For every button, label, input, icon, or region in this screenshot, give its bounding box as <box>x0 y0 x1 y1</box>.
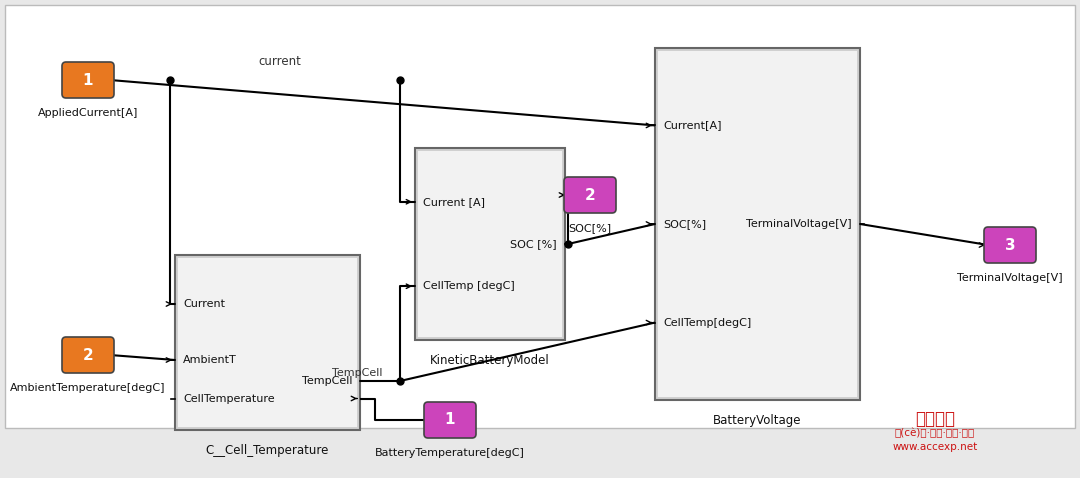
Text: Current[A]: Current[A] <box>663 120 721 130</box>
Text: 測(cè)試·儀器·工控·集成: 測(cè)試·儀器·工控·集成 <box>895 428 975 438</box>
Bar <box>658 51 858 397</box>
Text: TerminalVoltage[V]: TerminalVoltage[V] <box>957 273 1063 283</box>
Text: TerminalVoltage[V]: TerminalVoltage[V] <box>746 219 852 229</box>
Text: AmbientTemperature[degC]: AmbientTemperature[degC] <box>10 383 165 393</box>
Text: www.accexp.net: www.accexp.net <box>892 442 977 452</box>
Bar <box>654 48 860 400</box>
Text: SOC [%]: SOC [%] <box>511 239 557 249</box>
FancyBboxPatch shape <box>62 337 114 373</box>
Text: CellTemp[degC]: CellTemp[degC] <box>663 317 752 327</box>
Text: KineticBatteryModel: KineticBatteryModel <box>430 354 550 367</box>
FancyBboxPatch shape <box>424 402 476 438</box>
Text: 2: 2 <box>83 348 93 362</box>
Text: TempCell: TempCell <box>301 376 352 386</box>
Text: 1: 1 <box>445 413 456 427</box>
Text: 3: 3 <box>1004 238 1015 252</box>
FancyBboxPatch shape <box>62 62 114 98</box>
Text: C__Cell_Temperature: C__Cell_Temperature <box>206 444 329 457</box>
Text: 艾克賽普: 艾克賽普 <box>915 410 955 428</box>
FancyBboxPatch shape <box>564 177 616 213</box>
Bar <box>415 148 565 340</box>
Text: TempCell: TempCell <box>332 368 382 378</box>
Text: SOC[%]: SOC[%] <box>663 219 706 229</box>
FancyBboxPatch shape <box>984 227 1036 263</box>
Text: CellTemperature: CellTemperature <box>183 393 274 403</box>
Bar <box>175 255 360 430</box>
Bar <box>178 258 357 427</box>
Text: 2: 2 <box>584 187 595 203</box>
Text: SOC[%]: SOC[%] <box>568 223 611 233</box>
Text: current: current <box>258 55 301 68</box>
Text: Current: Current <box>183 299 225 309</box>
Text: Current [A]: Current [A] <box>423 197 485 207</box>
Bar <box>418 151 562 337</box>
Text: BatteryVoltage: BatteryVoltage <box>713 414 801 427</box>
Text: AmbientT: AmbientT <box>183 355 237 365</box>
Text: CellTemp [degC]: CellTemp [degC] <box>423 281 515 291</box>
Text: BatteryTemperature[degC]: BatteryTemperature[degC] <box>375 448 525 458</box>
Bar <box>5 5 1075 428</box>
Text: AppliedCurrent[A]: AppliedCurrent[A] <box>38 108 138 118</box>
Text: 1: 1 <box>83 73 93 87</box>
